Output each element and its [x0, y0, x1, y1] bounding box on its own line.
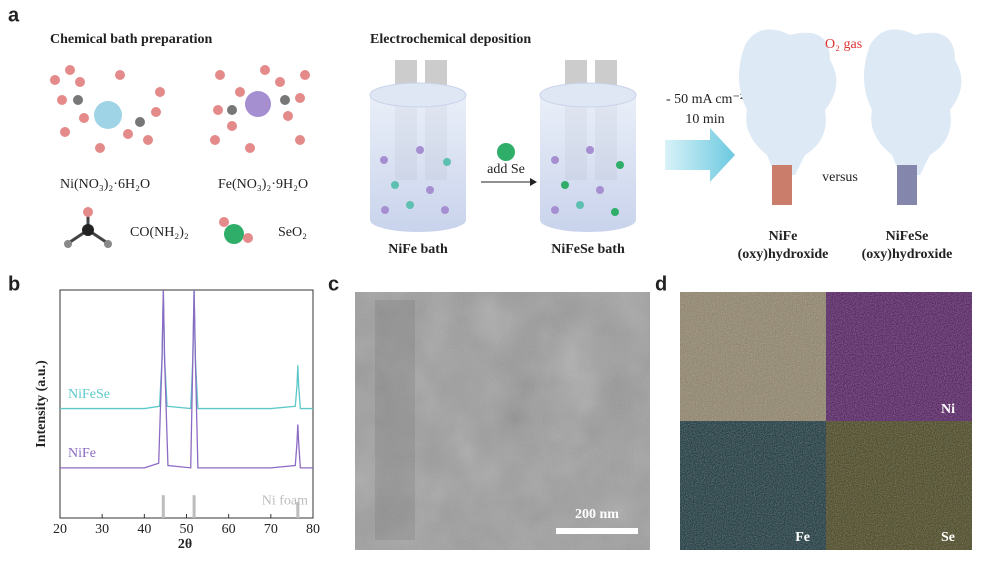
compound-label: Fe(NO₃)₂·9H₂O [218, 177, 308, 192]
product-label: (oxy)hydroxide [738, 247, 829, 262]
eds-maps [680, 292, 972, 550]
molecule-seo2 [219, 217, 253, 244]
panel-label: a [8, 4, 20, 26]
section-title: Electrochemical deposition [370, 32, 531, 47]
beaker [369, 60, 467, 232]
x-tick-label: 60 [222, 522, 236, 537]
compound-label: CO(NH₂)₂ [130, 225, 189, 240]
plot-frame [59, 289, 314, 519]
x-tick-label: 80 [306, 522, 320, 537]
series-line [60, 290, 313, 469]
reference-bar [296, 502, 300, 518]
x-axis-label: 2θ [178, 537, 192, 552]
compound-label: Ni(NO₃)₂·6H₂O [60, 177, 150, 192]
panel-label: b [8, 273, 20, 295]
gas-label: O₂ gas [825, 37, 862, 52]
product-label: (oxy)hydroxide [862, 247, 953, 262]
panel-label: d [655, 273, 667, 295]
x-tick-label: 50 [180, 522, 194, 537]
reference-label: Ni foam [262, 493, 308, 508]
bath-label: NiFeSe bath [551, 242, 625, 257]
electrode-nife [738, 29, 837, 205]
sem-image [355, 292, 650, 550]
beaker [539, 60, 637, 232]
scale-bar [556, 528, 638, 534]
condition: 10 min [685, 112, 724, 127]
versus-label: versus [822, 170, 858, 185]
x-tick-label: 40 [137, 522, 151, 537]
panel-label: c [328, 273, 339, 295]
plot-area [60, 290, 313, 518]
x-tick-label: 30 [95, 522, 109, 537]
series-label: NiFeSe [68, 387, 110, 402]
molecule-fe [210, 65, 310, 153]
se-icon [497, 143, 515, 161]
series-line [60, 290, 313, 410]
condition: - 50 mA cm⁻² [666, 92, 744, 107]
section-title: Chemical bath preparation [50, 32, 213, 47]
process-arrow [665, 128, 735, 182]
molecule-ni [50, 65, 165, 153]
ions [380, 146, 624, 216]
x-tick-label: 20 [53, 522, 67, 537]
scale-bar-label: 200 nm [575, 507, 619, 522]
x-tick-label: 70 [264, 522, 278, 537]
map-label: Fe [795, 530, 810, 545]
compound-label: SeO₂ [278, 225, 307, 240]
map-label: Ni [941, 402, 955, 417]
series-label: NiFe [68, 446, 96, 461]
bath-label: NiFe bath [388, 242, 448, 257]
electrode-nifese [863, 29, 962, 205]
product-label: NiFeSe [886, 229, 929, 244]
arrow-label: add Se [487, 162, 525, 177]
arrow-head [530, 178, 537, 186]
map-label: Se [941, 530, 955, 545]
y-axis-label: Intensity (a.u.) [34, 360, 49, 448]
molecule-urea [64, 207, 112, 248]
reference-bar [161, 495, 165, 518]
product-label: NiFe [769, 229, 798, 244]
reference-bar [192, 495, 196, 518]
